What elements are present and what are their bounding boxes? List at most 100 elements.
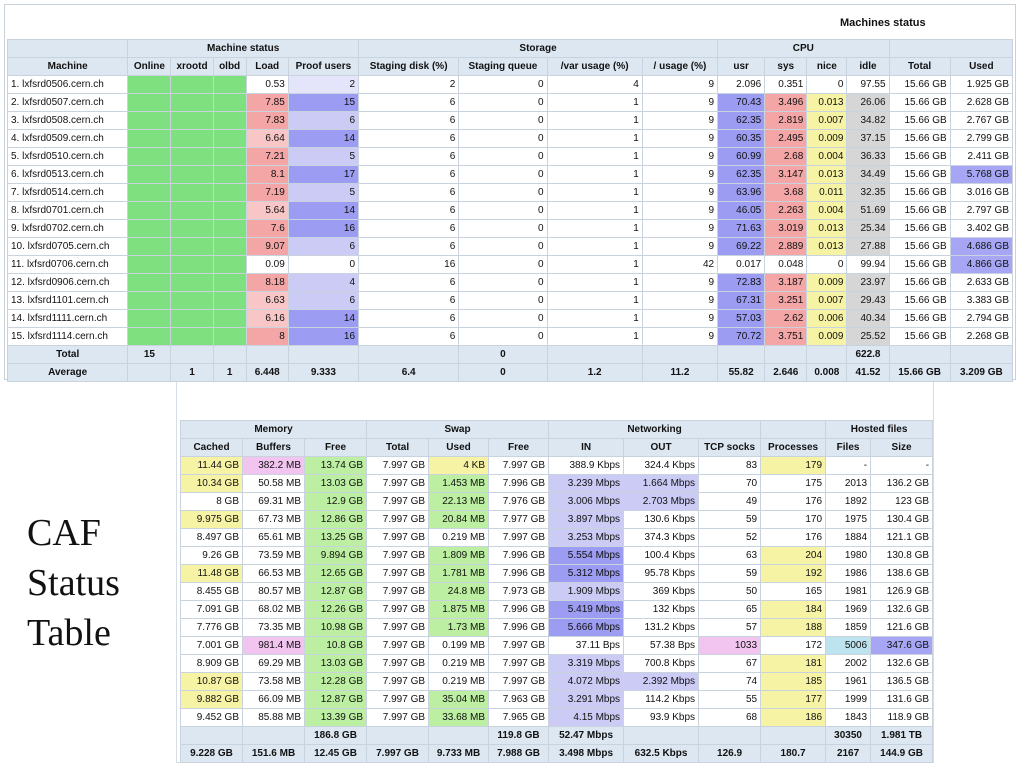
average-cell: 7.988 GB xyxy=(488,744,550,763)
total-cell xyxy=(641,345,719,364)
resource-cell: 0.219 MB xyxy=(428,528,490,547)
machine-cell: 15.66 GB xyxy=(888,219,951,238)
machine-cell xyxy=(127,129,172,148)
total-cell xyxy=(242,726,305,745)
machine-row[interactable]: 13. lxfsrd1101.cern.ch 6.63 6 6 0 1 9 67.31 3.25… xyxy=(6,291,1014,310)
resource-row[interactable]: 11.48 GB 66.53 MB 12.65 GB 7.997 GB 1.781 MB… xyxy=(180,564,934,583)
column-header: Cached xyxy=(180,438,243,457)
machine-cell: 1.925 GB xyxy=(949,75,1014,94)
resource-row[interactable]: 8.497 GB 65.61 MB 13.25 GB 7.997 GB 0.219 MB… xyxy=(180,528,934,547)
resource-row[interactable]: 7.091 GB 68.02 MB 12.26 GB 7.997 GB 1.875 MB… xyxy=(180,600,934,619)
resource-cell: 7.997 GB xyxy=(488,672,550,691)
machine-name: 9. lxfsrd0702.cern.ch xyxy=(6,219,129,238)
machine-row[interactable]: 4. lxfsrd0509.cern.ch 6.64 14 6 0 1 9 60.35 2.49… xyxy=(6,129,1014,148)
resource-row[interactable]: 9.26 GB 73.59 MB 9.894 GB 7.997 GB 1.809 MB 7… xyxy=(180,546,934,565)
machine-cell: 0 xyxy=(458,291,548,310)
resource-cell: 204 xyxy=(760,546,827,565)
resource-cell: 177 xyxy=(760,690,827,709)
machine-cell: 2.767 GB xyxy=(949,111,1014,130)
resource-cell: 67.73 MB xyxy=(242,510,305,529)
machine-cell: 6 xyxy=(358,129,460,148)
machine-cell: 72.83 xyxy=(717,273,766,292)
average-row: 9.228 GB 151.6 MB 12.45 GB 7.997 GB 9.733 MB… xyxy=(180,744,934,763)
machine-cell: 8.18 xyxy=(245,273,289,292)
machine-cell: 71.63 xyxy=(717,219,766,238)
machine-cell: 25.52 xyxy=(846,327,890,346)
resource-cell: 35.04 MB xyxy=(428,690,490,709)
machine-cell: 0.011 xyxy=(806,183,848,202)
machine-row[interactable]: 8. lxfsrd0701.cern.ch 5.64 14 6 0 1 9 46.05 2.26… xyxy=(6,201,1014,220)
machine-cell: 9 xyxy=(641,237,719,256)
resource-row[interactable]: 10.87 GB 73.58 MB 12.28 GB 7.997 GB 0.219 MB… xyxy=(180,672,934,691)
resource-cell: 165 xyxy=(760,582,827,601)
resource-cell: 121.1 GB xyxy=(870,528,934,547)
resource-row[interactable]: 8.909 GB 69.29 MB 13.03 GB 7.997 GB 0.219 MB… xyxy=(180,654,934,673)
machine-cell: 0.006 xyxy=(806,309,848,328)
machine-row[interactable]: 6. lxfsrd0513.cern.ch 8.1 17 6 0 1 9 62.35 3.147… xyxy=(6,165,1014,184)
machine-cell: 27.88 xyxy=(846,237,890,256)
resource-cell: 3.006 Mbps xyxy=(548,492,625,511)
resource-cell: 10.34 GB xyxy=(180,474,243,493)
average-cell: 144.9 GB xyxy=(870,744,934,763)
column-header: Proof users xyxy=(287,57,360,76)
machine-cell: 0 xyxy=(458,165,548,184)
machine-row[interactable]: 2. lxfsrd0507.cern.ch 7.85 15 6 0 1 9 70.43 3.49… xyxy=(6,93,1014,112)
machine-cell: 7.21 xyxy=(245,147,289,166)
total-cell xyxy=(180,726,243,745)
resource-row[interactable]: 11.44 GB 382.2 MB 13.74 GB 7.997 GB 4 KB 7.99… xyxy=(180,456,934,475)
machine-cell xyxy=(127,75,172,94)
resource-cell: 7.996 GB xyxy=(488,600,550,619)
machine-cell: 2.495 xyxy=(764,129,808,148)
machine-cell: 7.19 xyxy=(245,183,289,202)
resource-row[interactable]: 7.776 GB 73.35 MB 10.98 GB 7.997 GB 1.73 MB 7… xyxy=(180,618,934,637)
resource-cell: 37.11 Bps xyxy=(548,636,625,655)
machine-cell: 1 xyxy=(546,183,643,202)
resource-cell: 388.9 Kbps xyxy=(548,456,625,475)
resource-row[interactable]: 10.34 GB 50.58 MB 13.03 GB 7.997 GB 1.453 MB… xyxy=(180,474,934,493)
machine-name: 1. lxfsrd0506.cern.ch xyxy=(6,75,129,94)
machine-row[interactable]: 5. lxfsrd0510.cern.ch 7.21 5 6 0 1 9 60.99 2.68 0… xyxy=(6,147,1014,166)
resource-cell: 95.78 Kbps xyxy=(623,564,700,583)
machine-row[interactable]: 15. lxfsrd1114.cern.ch 8 16 6 0 1 9 70.72 3.751 0… xyxy=(6,327,1014,346)
resource-row[interactable]: 8 GB 69.31 MB 12.9 GB 7.997 GB 22.13 MB 7.976… xyxy=(180,492,934,511)
machine-cell: 0.004 xyxy=(806,201,848,220)
machine-row[interactable]: 9. lxfsrd0702.cern.ch 7.6 16 6 0 1 9 71.63 3.019… xyxy=(6,219,1014,238)
machine-row[interactable]: 3. lxfsrd0508.cern.ch 7.83 6 6 0 1 9 62.35 2.819… xyxy=(6,111,1014,130)
machine-cell xyxy=(212,165,247,184)
resource-row[interactable]: 9.882 GB 66.09 MB 12.87 GB 7.997 GB 35.04 MB… xyxy=(180,690,934,709)
resource-cell: 7.997 GB xyxy=(366,564,430,583)
resource-row[interactable]: 9.452 GB 85.88 MB 13.39 GB 7.997 GB 33.68 MB… xyxy=(180,708,934,727)
column-header: sys xyxy=(764,57,808,76)
machine-cell: 15.66 GB xyxy=(888,147,951,166)
resource-row[interactable]: 9.975 GB 67.73 MB 12.86 GB 7.997 GB 20.84 MB… xyxy=(180,510,934,529)
machine-cell xyxy=(170,291,214,310)
resource-cell: 1961 xyxy=(825,672,872,691)
machine-row[interactable]: 14. lxfsrd1111.cern.ch 6.16 14 6 0 1 9 57.03 2.6… xyxy=(6,309,1014,328)
resource-cell: 188 xyxy=(760,618,827,637)
machine-name: 8. lxfsrd0701.cern.ch xyxy=(6,201,129,220)
average-cell: 11.2 xyxy=(641,363,719,382)
resource-cell: 0.199 MB xyxy=(428,636,490,655)
total-cell xyxy=(245,345,289,364)
total-cell xyxy=(170,345,214,364)
resource-cell: 179 xyxy=(760,456,827,475)
machine-cell: 5 xyxy=(287,147,360,166)
machine-row[interactable]: 1. lxfsrd0506.cern.ch 0.53 2 2 0 4 9 2.096 0.351… xyxy=(6,75,1014,94)
machine-row[interactable]: 11. lxfsrd0706.cern.ch 0.09 0 16 0 1 42 0.017 0.… xyxy=(6,255,1014,274)
resource-cell: 176 xyxy=(760,528,827,547)
column-header: Free xyxy=(303,438,368,457)
machine-cell xyxy=(170,129,214,148)
resource-cell: 1969 xyxy=(825,600,872,619)
machine-cell: 9 xyxy=(641,201,719,220)
column-header: olbd xyxy=(212,57,247,76)
resource-cell: 3.897 Mbps xyxy=(548,510,625,529)
machine-cell: 0.009 xyxy=(806,129,848,148)
machine-cell: 9 xyxy=(641,309,719,328)
machine-row[interactable]: 10. lxfsrd0705.cern.ch 9.07 6 6 0 1 9 69.22 2.88… xyxy=(6,237,1014,256)
machine-row[interactable]: 7. lxfsrd0514.cern.ch 7.19 5 6 0 1 9 63.96 3.68 0… xyxy=(6,183,1014,202)
resource-row[interactable]: 8.455 GB 80.57 MB 12.87 GB 7.997 GB 24.8 MB 7… xyxy=(180,582,934,601)
average-row: Average 1 1 6.448 9.333 6.4 0 1.2 11.2 55.82 2.646… xyxy=(6,363,1014,382)
machine-row[interactable]: 12. lxfsrd0906.cern.ch 8.18 4 6 0 1 9 72.83 3.18… xyxy=(6,273,1014,292)
resource-cell: 0.219 MB xyxy=(428,672,490,691)
resource-row[interactable]: 7.001 GB 981.4 MB 10.8 GB 7.997 GB 0.199 MB 7… xyxy=(180,636,934,655)
